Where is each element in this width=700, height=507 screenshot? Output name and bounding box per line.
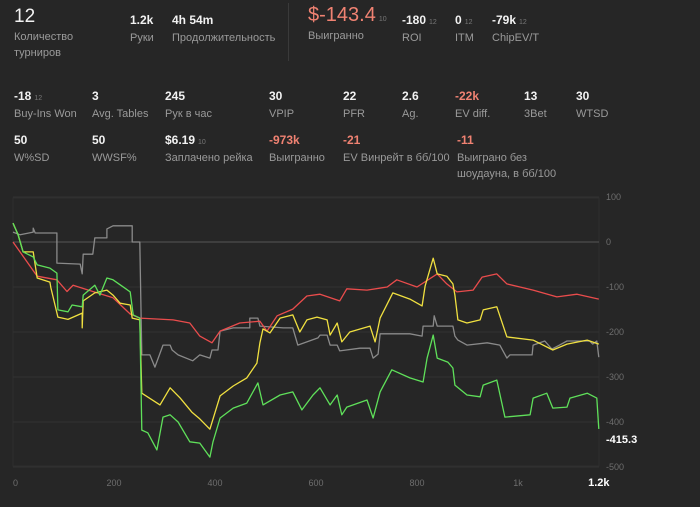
stat-value: 2.6 xyxy=(402,89,419,103)
stat-value: 245 xyxy=(165,89,186,103)
stat-value: 30 xyxy=(576,89,590,103)
x-tick-label: 1k xyxy=(513,478,523,488)
end-value-label: -415.3 xyxy=(606,434,637,446)
x-tick-label: 400 xyxy=(207,478,222,488)
tournaments-label: Количество турниров xyxy=(14,31,74,59)
x-tick-label: 800 xyxy=(409,478,424,488)
stat-label: EV Винрейт в бб/100 xyxy=(343,152,450,164)
y-tick-label: -200 xyxy=(606,327,624,337)
stat-value: -21 xyxy=(343,133,361,147)
stat-chipev: -79k 12 ChipEV/T xyxy=(492,13,539,46)
stat-vpip: 30 VPIP xyxy=(269,89,337,122)
series-green-line xyxy=(12,222,600,458)
series-red-line xyxy=(12,241,599,344)
itm-sub: 12 xyxy=(464,19,473,26)
stat-label: WWSF% xyxy=(92,152,137,164)
stat-buy-ins-won: -18 12 Buy-Ins Won xyxy=(14,89,86,122)
stat-label: Выиграно без шоудауна, в бб/100 xyxy=(457,152,557,180)
stat-label: VPIP xyxy=(269,108,295,120)
roi-sub: 12 xyxy=(429,19,437,26)
tournaments-value: 12 xyxy=(14,6,36,27)
stat-label: PFR xyxy=(343,108,365,120)
stat-value: 22 xyxy=(343,89,357,103)
stat-value: -18 xyxy=(14,89,32,103)
stat-tournaments: 12 Количество турниров xyxy=(14,6,104,61)
stat-value: 13 xyxy=(524,89,538,103)
stat-заплачено-рейка: $6.19 10 Заплачено рейка xyxy=(165,133,263,166)
hands-value: 1.2k xyxy=(130,13,154,27)
won-sub: 10 xyxy=(378,16,387,23)
series-yellow-line xyxy=(12,222,600,430)
stat-value: -22k xyxy=(455,89,480,103)
roi-value: -180 xyxy=(402,13,427,27)
stat-wtsd: 30 WTSD xyxy=(576,89,686,122)
stat-value: 3 xyxy=(92,89,99,103)
chipev-sub: 12 xyxy=(519,19,527,26)
y-tick-label: -400 xyxy=(606,417,624,427)
stat-w-sd: 50 W%SD xyxy=(14,133,86,166)
stat-label: Выигранно xyxy=(269,152,325,164)
stat-label: Avg. Tables xyxy=(92,108,149,120)
y-tick-label: -100 xyxy=(606,282,624,292)
stat-label: W%SD xyxy=(14,152,50,164)
y-tick-label: -300 xyxy=(606,372,624,382)
x-tick-label: 1.2k xyxy=(588,477,610,489)
hands-label: Руки xyxy=(130,32,154,44)
itm-value: 0 xyxy=(455,13,462,27)
stat-avg-tables: 3 Avg. Tables xyxy=(92,89,159,122)
stat-value: 50 xyxy=(14,133,28,147)
stat-label: Ag. xyxy=(402,108,419,120)
won-value: $-143.4 xyxy=(308,4,376,26)
stat-pfr: 22 PFR xyxy=(343,89,396,122)
x-tick-label: 0 xyxy=(13,478,18,488)
stat-выиграно-без-шоудауна-в-бб-100: -11 Выиграно без шоудауна, в бб/100 xyxy=(457,133,567,182)
stat-sub: 12 xyxy=(34,95,43,102)
stat-sub: 10 xyxy=(198,139,206,146)
stat-wwsf-: 50 WWSF% xyxy=(92,133,159,166)
duration-value: 4h 54m xyxy=(172,13,214,27)
roi-label: ROI xyxy=(402,32,422,44)
stat-itm: 0 12 ITM xyxy=(455,13,474,46)
stat-label: Рук в час xyxy=(165,108,212,120)
header-divider xyxy=(288,3,289,61)
stat-label: EV diff. xyxy=(455,108,491,120)
stat-label: Buy-Ins Won xyxy=(14,108,77,120)
itm-label: ITM xyxy=(455,32,474,44)
stat-ag-: 2.6 Ag. xyxy=(402,89,449,122)
y-tick-label: -500 xyxy=(606,462,624,472)
stat-3bet: 13 3Bet xyxy=(524,89,570,122)
stat-value: 50 xyxy=(92,133,106,147)
stat-рук-в-час: 245 Рук в час xyxy=(165,89,263,122)
stat-value: 30 xyxy=(269,89,283,103)
won-label: Выигранно xyxy=(308,30,364,42)
stat-value: -973k xyxy=(269,133,300,147)
stat-ev-diff-: -22k EV diff. xyxy=(455,89,518,122)
y-tick-label: 100 xyxy=(606,192,621,202)
x-tick-label: 600 xyxy=(308,478,323,488)
stat-label: 3Bet xyxy=(524,108,547,120)
stat-roi: -180 12 ROI xyxy=(402,13,437,46)
stat-won: $-143.4 10 Выигранно xyxy=(308,4,387,44)
x-tick-label: 200 xyxy=(106,478,121,488)
stat-ev-винрейт-в-бб-100: -21 EV Винрейт в бб/100 xyxy=(343,133,451,166)
stat-выигранно: -973k Выигранно xyxy=(269,133,337,166)
duration-label: Продолжительность xyxy=(172,32,276,44)
chipev-label: ChipEV/T xyxy=(492,32,540,44)
series-gray-line xyxy=(12,225,600,368)
stat-hands: 1.2k Руки xyxy=(130,13,168,46)
stat-duration: 4h 54m Продолжительность xyxy=(172,13,284,46)
stat-label: Заплачено рейка xyxy=(165,152,253,164)
stat-label: WTSD xyxy=(576,108,609,120)
chipev-value: -79k xyxy=(492,13,517,27)
stat-value: -11 xyxy=(457,133,474,147)
stat-value: $6.19 xyxy=(165,133,196,147)
y-tick-label: 0 xyxy=(606,237,611,247)
